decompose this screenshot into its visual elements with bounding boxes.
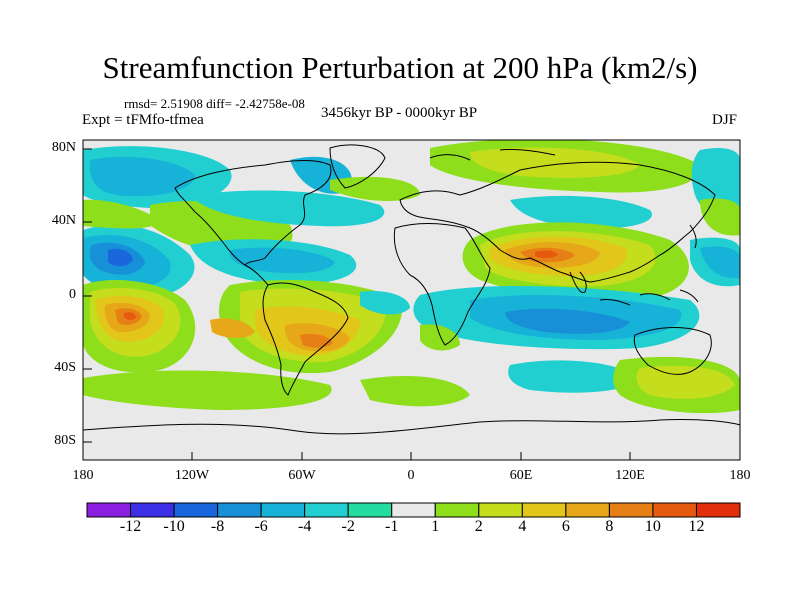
colorbar-swatch xyxy=(565,502,610,518)
contour-field xyxy=(83,140,740,460)
colorbar-swatch xyxy=(478,502,523,518)
colorbar-label: -6 xyxy=(254,518,268,535)
colorbar-swatch xyxy=(521,502,567,518)
colorbar-label: -12 xyxy=(119,518,142,535)
colorbar-swatch xyxy=(86,502,132,518)
experiment-label: Expt = tFMfo-tfmea xyxy=(82,112,204,128)
season-label: DJF xyxy=(712,112,738,128)
colorbar-label: 6 xyxy=(561,518,570,535)
colorbar-label: 1 xyxy=(431,518,440,535)
colorbar-swatch xyxy=(391,502,436,518)
colorbar-label: 8 xyxy=(605,518,614,535)
colorbar-swatch xyxy=(434,502,480,518)
colorbar-swatch xyxy=(347,502,393,518)
colorbar-swatch xyxy=(130,502,175,518)
y-tick-label: 40N xyxy=(51,213,76,228)
x-tick-label: 0 xyxy=(407,468,415,483)
y-tick-label: 0 xyxy=(69,287,76,302)
colorbar-swatch xyxy=(695,502,741,518)
x-tick-marks xyxy=(82,452,741,460)
colorbar-swatch xyxy=(260,502,306,518)
colorbar-swatch xyxy=(304,502,349,518)
colorbar-label: -1 xyxy=(385,518,399,535)
colorbar-swatch xyxy=(217,502,262,518)
colorbar-label: -4 xyxy=(297,518,312,535)
x-tick-label: 120W xyxy=(174,468,210,483)
coastlines xyxy=(83,144,740,435)
x-tick-label: 60W xyxy=(288,468,316,483)
colorbar xyxy=(86,502,741,518)
y-tick-marks xyxy=(83,148,92,443)
colorbar-label: 12 xyxy=(688,518,705,535)
colorbar-swatch xyxy=(652,502,697,518)
y-tick-label: 80N xyxy=(51,140,76,155)
x-tick-label: 180 xyxy=(72,468,94,483)
colorbar-label: 10 xyxy=(644,518,661,535)
colorbar-label: -10 xyxy=(163,518,185,535)
x-tick-label: 60E xyxy=(509,468,533,483)
time-period-label: 3456kyr BP - 0000kyr BP xyxy=(321,105,478,121)
colorbar-label: -8 xyxy=(210,518,225,535)
colorbar-label: 4 xyxy=(518,518,527,535)
colorbar-swatch xyxy=(608,502,654,518)
chart-title: Streamfunction Perturbation at 200 hPa (… xyxy=(102,50,698,85)
colorbar-label: -2 xyxy=(341,518,355,535)
x-tick-label: 120E xyxy=(615,468,645,483)
colorbar-label: 2 xyxy=(474,518,483,535)
colorbar-swatch xyxy=(173,502,219,518)
y-tick-label: 40S xyxy=(54,360,76,375)
x-tick-label: 180 xyxy=(729,468,751,483)
rmsd-stats: rmsd= 2.51908 diff= -2.42758e-08 xyxy=(124,96,305,111)
y-tick-label: 80S xyxy=(54,433,76,448)
